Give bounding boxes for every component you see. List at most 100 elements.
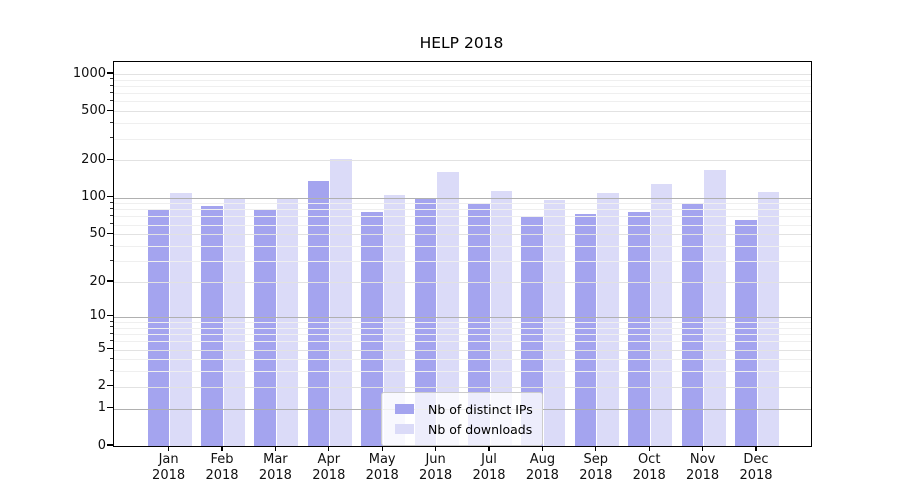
bar-distinct-ips-aug bbox=[521, 216, 543, 446]
x-tick-label-jun: Jun 2018 bbox=[419, 452, 453, 483]
gridline-minor-7 bbox=[114, 334, 811, 336]
chart-title: HELP 2018 bbox=[419, 34, 504, 52]
x-tick-label-sep: Sep 2018 bbox=[579, 452, 613, 483]
gridline-1000 bbox=[114, 74, 811, 75]
gridline-minor-80 bbox=[114, 209, 811, 211]
gridline-minor-300 bbox=[114, 138, 811, 140]
x-tick-label-oct: Oct 2018 bbox=[632, 452, 666, 483]
bar-distinct-ips-mar bbox=[254, 208, 276, 446]
y-minor-tick-900 bbox=[109, 78, 113, 80]
x-tick-may bbox=[381, 446, 383, 451]
y-minor-tick-400 bbox=[109, 121, 113, 123]
y-tick-label-200: 200 bbox=[81, 151, 106, 167]
y-minor-tick-700 bbox=[109, 91, 113, 93]
legend-swatch-downloads bbox=[395, 424, 414, 434]
gridline-minor-800 bbox=[114, 86, 811, 87]
legend-item-downloads: Nb of downloads bbox=[395, 419, 532, 439]
y-tick-1000 bbox=[107, 72, 113, 74]
legend-swatch-distinct-ips bbox=[395, 404, 414, 414]
gridline-minor-8 bbox=[114, 327, 811, 329]
x-tick-oct bbox=[648, 446, 650, 451]
y-tick-200 bbox=[107, 158, 113, 161]
gridline-minor-400 bbox=[114, 123, 811, 125]
x-tick-jan bbox=[168, 446, 170, 451]
gridline-minor-9 bbox=[114, 322, 811, 324]
legend-item-distinct-ips: Nb of distinct IPs bbox=[395, 399, 533, 419]
bar-downloads-jul bbox=[490, 191, 512, 446]
x-tick-aug bbox=[541, 446, 543, 451]
y-tick-label-2: 2 bbox=[97, 378, 106, 394]
bar-downloads-nov bbox=[704, 169, 726, 446]
x-tick-label-mar: Mar 2018 bbox=[258, 452, 292, 483]
gridline-minor-60 bbox=[114, 224, 811, 226]
y-tick-2 bbox=[107, 385, 113, 387]
y-tick-label-10: 10 bbox=[89, 308, 106, 324]
y-tick-10 bbox=[107, 315, 113, 317]
x-tick-jun bbox=[435, 446, 437, 451]
y-tick-label-5: 5 bbox=[97, 341, 106, 357]
x-tick-mar bbox=[274, 446, 276, 451]
legend-label-downloads: Nb of downloads bbox=[428, 421, 533, 437]
gridline-minor-70 bbox=[114, 216, 811, 218]
gridline-minor-600 bbox=[114, 101, 811, 103]
x-tick-label-aug: Aug 2018 bbox=[525, 452, 559, 483]
bar-downloads-oct bbox=[650, 183, 673, 446]
x-tick-label-feb: Feb 2018 bbox=[205, 452, 239, 483]
legend: Nb of distinct IPs Nb of downloads bbox=[381, 392, 543, 446]
bar-distinct-ips-sep bbox=[574, 213, 597, 446]
x-tick-label-apr: Apr 2018 bbox=[312, 452, 346, 483]
gridline-2 bbox=[114, 386, 811, 388]
x-tick-label-jul: Jul 2018 bbox=[472, 452, 506, 483]
bar-downloads-apr bbox=[330, 159, 352, 446]
gridline-50 bbox=[114, 234, 811, 236]
bar-distinct-ips-jul bbox=[468, 203, 490, 446]
y-tick-label-50: 50 bbox=[89, 225, 106, 241]
gridline-minor-6 bbox=[114, 341, 811, 343]
y-minor-tick-9 bbox=[109, 320, 113, 322]
gridline-minor-90 bbox=[114, 203, 811, 205]
y-tick-500 bbox=[107, 109, 113, 111]
bar-distinct-ips-jun bbox=[414, 197, 437, 446]
bar-downloads-feb bbox=[223, 197, 245, 446]
y-tick-100 bbox=[107, 195, 113, 198]
y-minor-tick-600 bbox=[109, 99, 113, 102]
y-minor-tick-4 bbox=[109, 357, 113, 360]
bar-downloads-jun bbox=[437, 172, 459, 446]
gridline-minor-4 bbox=[114, 359, 811, 361]
bar-distinct-ips-feb bbox=[201, 206, 223, 446]
plot-area bbox=[113, 61, 812, 447]
bar-distinct-ips-dec bbox=[735, 219, 757, 446]
y-minor-tick-70 bbox=[109, 214, 113, 217]
y-minor-tick-40 bbox=[109, 244, 113, 246]
y-tick-label-1000: 1000 bbox=[72, 65, 106, 81]
y-tick-label-0: 0 bbox=[97, 437, 106, 453]
x-tick-sep bbox=[595, 446, 597, 451]
x-tick-label-jan: Jan 2018 bbox=[152, 452, 186, 483]
y-minor-tick-6 bbox=[109, 339, 113, 341]
bar-downloads-jan bbox=[170, 192, 192, 446]
x-tick-feb bbox=[221, 446, 223, 451]
bar-downloads-sep bbox=[597, 192, 619, 446]
bar-distinct-ips-apr bbox=[307, 181, 330, 446]
y-tick-1 bbox=[107, 407, 113, 409]
y-tick-50 bbox=[107, 232, 113, 234]
y-tick-label-100: 100 bbox=[81, 189, 106, 204]
gridline-10 bbox=[114, 316, 811, 318]
x-tick-label-may: May 2018 bbox=[365, 452, 399, 483]
gridline-minor-40 bbox=[114, 246, 811, 248]
y-tick-label-500: 500 bbox=[81, 102, 106, 118]
gridline-500 bbox=[114, 111, 811, 113]
y-minor-tick-60 bbox=[109, 223, 113, 225]
x-tick-jul bbox=[488, 446, 490, 451]
y-tick-label-1: 1 bbox=[97, 400, 106, 416]
gridline-minor-900 bbox=[114, 79, 811, 81]
gridline-minor-700 bbox=[114, 93, 811, 95]
y-minor-tick-800 bbox=[109, 84, 113, 86]
gridline-100 bbox=[114, 197, 811, 199]
gridline-minor-3 bbox=[114, 371, 811, 373]
x-tick-label-nov: Nov 2018 bbox=[686, 452, 720, 483]
gridline-200 bbox=[114, 160, 811, 162]
y-minor-tick-3 bbox=[109, 369, 113, 372]
y-tick-20 bbox=[107, 280, 113, 282]
